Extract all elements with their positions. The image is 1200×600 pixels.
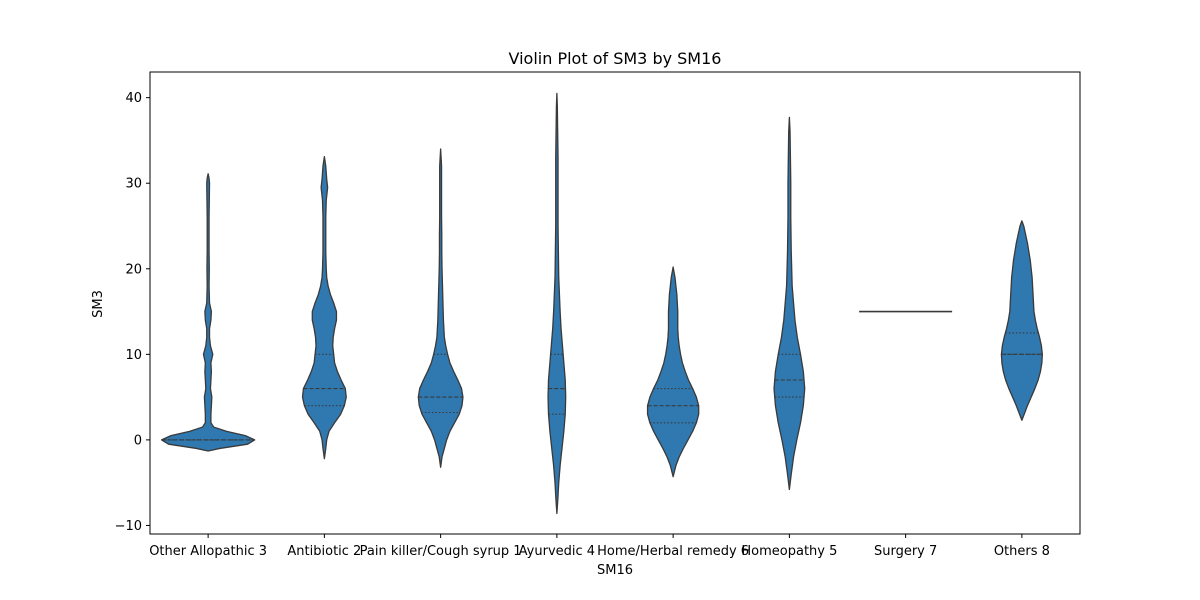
- violin-shape: [646, 266, 700, 478]
- chart-title: Violin Plot of SM3 by SM16: [509, 49, 722, 68]
- violin-shape: [547, 92, 567, 515]
- x-tick-label: Pain killer/Cough syrup 1: [360, 544, 522, 559]
- x-axis-label: SM16: [597, 563, 633, 578]
- x-tick-label: Others 8: [994, 544, 1050, 559]
- plot-frame: [149, 71, 1081, 535]
- y-tick-label: 40: [125, 91, 142, 106]
- x-tick-label: Antibiotic 2: [287, 544, 361, 559]
- x-tick-label: Home/Herbal remedy 6: [597, 544, 749, 559]
- violin: [301, 156, 347, 460]
- violin-shape: [773, 116, 806, 491]
- y-axis-label: SM3: [91, 290, 106, 318]
- y-tick-label: −10: [115, 519, 142, 534]
- y-tick-label: 10: [125, 348, 142, 363]
- y-tick-label: 0: [134, 433, 142, 448]
- violin: [1000, 220, 1043, 421]
- violin: [417, 148, 464, 468]
- violin: [160, 173, 256, 452]
- violin-shape: [301, 156, 347, 460]
- violin-shape: [417, 148, 464, 468]
- x-tick-label: Homeopathy 5: [741, 544, 837, 559]
- violin: [773, 116, 806, 491]
- y-tick-label: 20: [125, 262, 142, 277]
- x-tick-label: Other Allopathic 3: [149, 544, 267, 559]
- violin: [646, 266, 700, 478]
- x-tick-label: Surgery 7: [874, 544, 937, 559]
- violin: [547, 92, 567, 515]
- x-tick-label: Ayurvedic 4: [519, 544, 595, 559]
- violin-group: [160, 92, 1043, 515]
- violin-shape: [160, 173, 256, 452]
- violin-shape: [1000, 220, 1043, 421]
- y-tick-label: 30: [125, 177, 142, 192]
- y-axis: −10 0 10 20 30 40: [115, 91, 150, 534]
